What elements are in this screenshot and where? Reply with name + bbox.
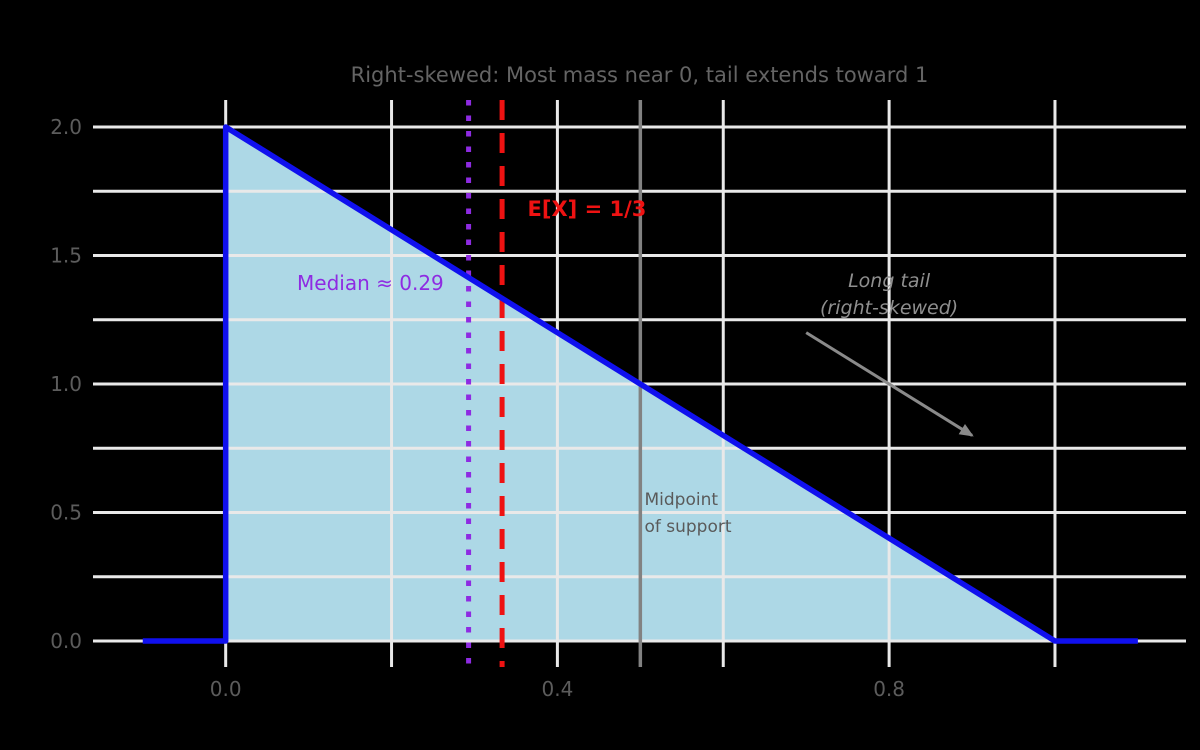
y-tick-label: 0.0 xyxy=(50,629,82,653)
mean-label: E[X] = 1/3 xyxy=(528,197,647,221)
chart-title: Right-skewed: Most mass near 0, tail ext… xyxy=(350,63,929,87)
y-tick-label: 1.0 xyxy=(50,372,82,396)
x-tick-label: 0.0 xyxy=(210,677,242,701)
density-curve xyxy=(142,124,1138,644)
midpoint-label: of support xyxy=(644,517,731,537)
midpoint-label: Midpoint xyxy=(644,490,718,510)
long-tail-label: Long tail xyxy=(848,270,931,292)
y-tick-label: 2.0 xyxy=(50,115,82,139)
x-tick-label: 0.8 xyxy=(873,677,905,701)
x-tick-label: 0.4 xyxy=(541,677,573,701)
y-tick-label: 1.5 xyxy=(50,244,82,268)
y-tick-label: 0.5 xyxy=(50,501,82,525)
long-tail-arrow xyxy=(805,331,974,437)
median-label: Median ≈ 0.29 xyxy=(297,271,444,295)
long-tail-label: (right-skewed) xyxy=(820,297,958,319)
